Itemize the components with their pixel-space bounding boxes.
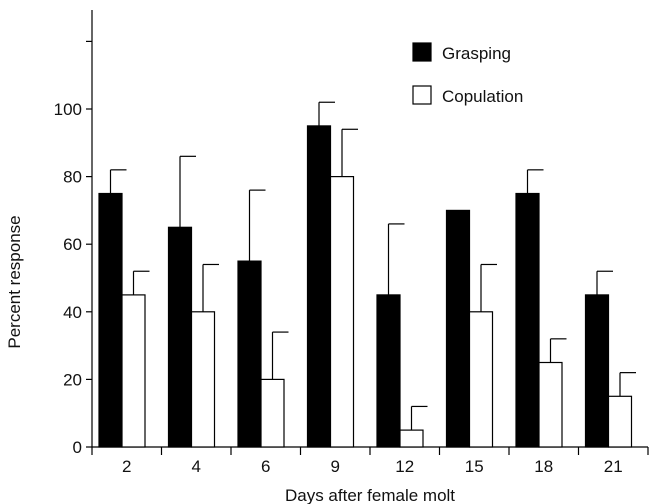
- copulation-bar: [190, 311, 216, 448]
- y-ticks: 0 20 40 60 80 100: [54, 40, 92, 457]
- grasping-legend-label: Grasping: [442, 44, 511, 63]
- bars: [98, 101, 636, 448]
- copulation-bar: [399, 429, 424, 448]
- grasping-bar: [167, 226, 193, 448]
- x-tick-label: 12: [395, 457, 414, 476]
- x-tick-label: 21: [604, 457, 623, 476]
- grasping-bar: [515, 192, 540, 448]
- copulation-bar: [468, 311, 494, 448]
- copulation-bar: [538, 361, 563, 448]
- grasping-bar: [376, 294, 401, 448]
- grasping-bar: [98, 192, 123, 448]
- grasping-legend-swatch: [412, 42, 432, 62]
- copulation-legend-label: Copulation: [442, 87, 523, 106]
- copulation-bar: [121, 294, 146, 448]
- legend: Grasping Copulation: [412, 42, 523, 106]
- copulation-bar: [329, 176, 355, 448]
- grasping-bar: [306, 125, 332, 448]
- y-tick-label: 20: [63, 370, 82, 389]
- x-tick-label: 2: [122, 457, 131, 476]
- grasping-bar: [237, 260, 262, 448]
- x-tick-label: 15: [465, 457, 484, 476]
- grasping-bar: [445, 209, 471, 448]
- x-tick-label: 9: [331, 457, 340, 476]
- grasping-bar: [584, 294, 610, 448]
- x-tick-label: 18: [534, 457, 553, 476]
- copulation-bar: [607, 395, 633, 448]
- y-axis-title: Percent response: [5, 215, 24, 348]
- x-tick-label: 6: [261, 457, 270, 476]
- y-tick-label: 0: [73, 438, 82, 457]
- y-tick-label: 80: [63, 168, 82, 187]
- x-ticks: 2 4 6 9 12 15 18 21: [91, 447, 649, 476]
- x-tick-label: 4: [192, 457, 201, 476]
- y-tick-label: 100: [54, 100, 82, 119]
- x-axis-title: Days after female molt: [285, 486, 455, 504]
- copulation-bar: [260, 378, 285, 448]
- copulation-legend-swatch: [412, 85, 432, 105]
- y-tick-label: 60: [63, 235, 82, 254]
- y-tick-label: 40: [63, 303, 82, 322]
